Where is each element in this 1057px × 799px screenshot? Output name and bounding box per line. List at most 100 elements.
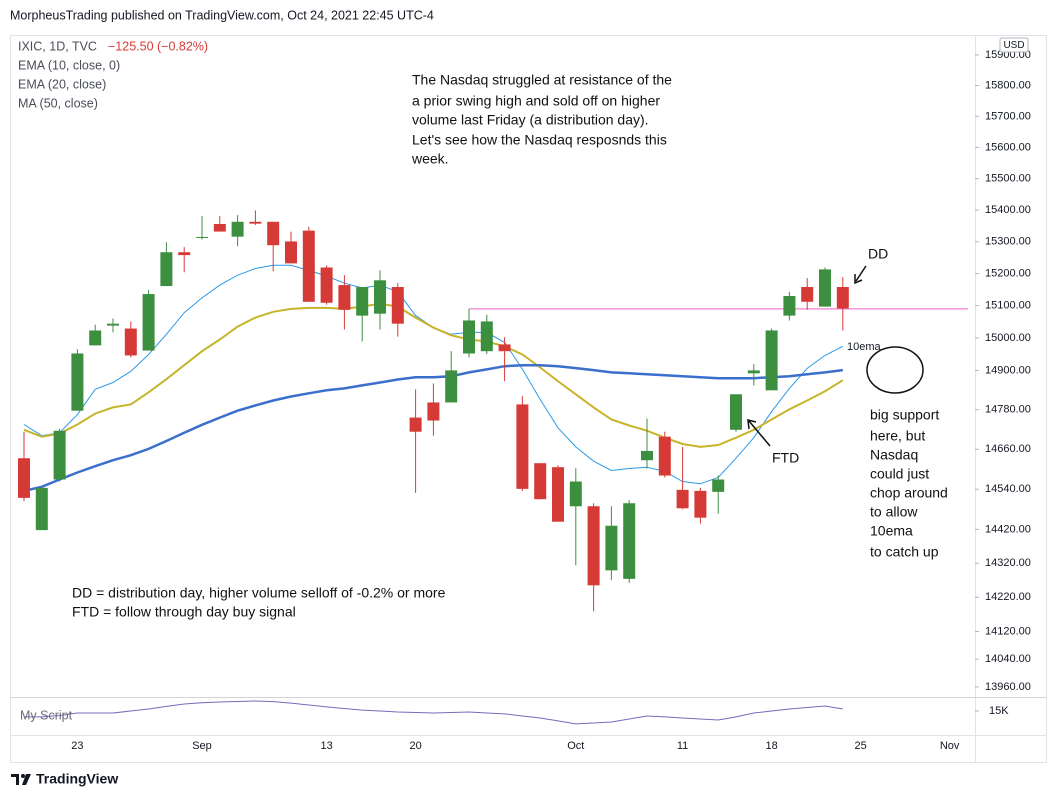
candle-body [178,252,191,256]
x-tick-label: Nov [940,740,960,752]
sub-y-tick-label: 15K [989,705,1009,717]
candle-body [587,506,600,586]
candle-body [534,463,547,500]
candle-body [142,294,155,351]
candle-body [338,285,351,310]
candle-body [747,370,760,374]
note-line: to allow [870,504,918,520]
y-tick-label: 15700.00 [985,110,1031,122]
y-tick-label: 13960.00 [985,681,1031,693]
candle-body [516,404,529,489]
x-tick-label: 18 [765,740,777,752]
note-line: a prior swing high and sold off on highe… [412,93,660,109]
y-tick-label: 15600.00 [985,141,1031,153]
y-tick-label: 14660.00 [985,443,1031,455]
y-tick-label: 14120.00 [985,625,1031,637]
candle-body [730,394,742,430]
legend-entry: MA (50, close) [18,96,98,110]
candle-body [569,481,582,507]
x-tick-label: 23 [71,740,83,752]
candle-body [71,353,84,411]
note-line: to catch up [870,544,939,560]
candle-body [213,223,226,232]
note-line: big support [870,407,939,423]
x-tick-label: 20 [409,740,421,752]
candle-body [480,321,493,352]
definitions: DD = distribution day, higher volume sel… [72,585,446,620]
candle-body [18,458,30,498]
candle-body [374,280,386,314]
frame [10,35,1047,763]
candle-body [391,287,404,324]
y-tick-label: 14320.00 [985,557,1031,569]
candle-body [676,489,689,509]
note-line: could just [870,466,929,482]
candle-body [285,241,297,264]
x-tick-label: 25 [854,740,866,752]
candle-body [498,344,511,352]
y-tick-label: 15800.00 [985,79,1031,91]
sub-pane-line [24,700,843,725]
ema-label: 10ema [847,341,882,353]
candle-body [641,450,653,461]
y-tick-label: 14040.00 [985,653,1031,665]
note-line: Nasdaq [870,447,918,463]
note-line: volume last Friday (a distribution day). [412,112,649,128]
note-line: here, but [870,428,925,444]
x-tick-label: 11 [677,740,688,752]
candle-body [552,467,564,522]
candle-body [623,503,636,579]
candle-body [249,221,262,224]
note-line: Let's see how the Nasdaq resposnds this [412,132,667,148]
currency: USD [1003,40,1024,51]
y-tick-label: 15500.00 [985,173,1031,185]
y-tick-label: 14420.00 [985,523,1031,535]
candle-body [160,252,173,287]
y-tick-label: 14220.00 [985,591,1031,603]
candle-body [836,287,849,309]
candle-body [605,525,618,571]
candle-body [712,479,725,492]
candle-body [231,221,244,237]
note-line: week. [411,151,449,167]
brand-logo [11,774,31,785]
candle-body [89,330,102,346]
y-tick-label: 14900.00 [985,364,1031,376]
commentary: The Nasdaq struggled at resistance of th… [411,72,672,167]
candle-body [694,490,707,518]
ftd-arrowhead [747,419,757,430]
note-line: FTD = follow through day buy signal [72,604,296,620]
sub-pane-title: My Script [20,708,73,722]
dd-arrow [855,265,867,282]
candle-body [320,267,333,303]
legend-entry: EMA (20, close) [18,77,106,91]
candle-body [35,487,48,531]
candle-body [124,328,137,356]
dd-arrowhead [854,274,863,285]
candle-body [658,436,671,476]
y-tick-label: 15000.00 [985,332,1031,344]
brand: TradingView [36,771,118,787]
overlay-line [23,302,844,448]
plot [18,210,968,725]
x-tick-label: Oct [567,740,584,752]
dd-label: DD [868,246,888,262]
candle-body [267,221,280,246]
candle-body [196,236,208,238]
note-line: DD = distribution day, higher volume sel… [72,585,446,601]
candle-body [463,320,475,354]
candle-body [783,295,796,316]
candle-body [53,430,66,480]
y-tick-label: 15100.00 [985,300,1031,312]
note-line: chop around [870,485,948,501]
candle-body [302,230,315,302]
circle-annotation [866,346,924,394]
candle-body [356,287,369,316]
y-tick-label: 15200.00 [985,267,1031,279]
header-text: MorpheusTrading published on TradingView… [10,8,434,22]
change: −125.50 (−0.82%) [108,39,208,53]
legend-entry: EMA (10, close, 0) [18,58,120,72]
candle-body [801,287,814,302]
y-tick-label: 15300.00 [985,236,1031,248]
